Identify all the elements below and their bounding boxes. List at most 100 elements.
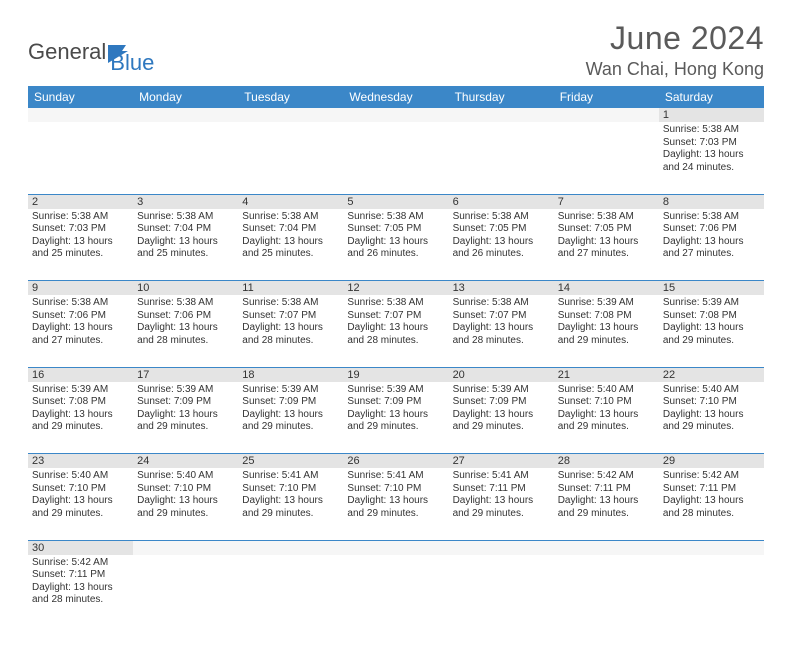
day-number: [659, 540, 764, 555]
day-number: 23: [28, 454, 133, 469]
day-cell: Sunrise: 5:42 AMSunset: 7:11 PMDaylight:…: [28, 555, 133, 627]
header: General Blue June 2024 Wan Chai, Hong Ko…: [28, 20, 764, 80]
day-number: [554, 108, 659, 122]
day-cell: [554, 122, 659, 194]
day-cell: Sunrise: 5:41 AMSunset: 7:10 PMDaylight:…: [238, 468, 343, 540]
day-detail: Sunrise: 5:39 AMSunset: 7:08 PMDaylight:…: [28, 382, 133, 438]
day-detail: Sunrise: 5:38 AMSunset: 7:06 PMDaylight:…: [133, 295, 238, 351]
day-cell: Sunrise: 5:41 AMSunset: 7:11 PMDaylight:…: [449, 468, 554, 540]
day-number: [449, 108, 554, 122]
day-cell: Sunrise: 5:38 AMSunset: 7:03 PMDaylight:…: [659, 122, 764, 194]
daynum-row: 9101112131415: [28, 281, 764, 296]
logo: General Blue: [28, 28, 154, 76]
day-number: [449, 540, 554, 555]
day-header: Wednesday: [343, 86, 448, 108]
day-cell: [343, 122, 448, 194]
day-cell: [554, 555, 659, 627]
day-number: 19: [343, 367, 448, 382]
day-cell: Sunrise: 5:39 AMSunset: 7:08 PMDaylight:…: [659, 295, 764, 367]
day-cell: Sunrise: 5:40 AMSunset: 7:10 PMDaylight:…: [133, 468, 238, 540]
day-number: 4: [238, 194, 343, 209]
day-cell: Sunrise: 5:38 AMSunset: 7:07 PMDaylight:…: [449, 295, 554, 367]
day-header: Saturday: [659, 86, 764, 108]
day-header: Tuesday: [238, 86, 343, 108]
day-number: [343, 108, 448, 122]
day-detail: Sunrise: 5:41 AMSunset: 7:10 PMDaylight:…: [343, 468, 448, 524]
day-number: 10: [133, 281, 238, 296]
day-number: 25: [238, 454, 343, 469]
daynum-row: 23242526272829: [28, 454, 764, 469]
day-detail: Sunrise: 5:39 AMSunset: 7:09 PMDaylight:…: [133, 382, 238, 438]
day-detail: Sunrise: 5:38 AMSunset: 7:06 PMDaylight:…: [659, 209, 764, 265]
day-number: [238, 540, 343, 555]
day-cell: [449, 555, 554, 627]
day-detail: Sunrise: 5:38 AMSunset: 7:04 PMDaylight:…: [133, 209, 238, 265]
day-cell: [238, 122, 343, 194]
day-cell: Sunrise: 5:38 AMSunset: 7:05 PMDaylight:…: [449, 209, 554, 281]
day-number: 27: [449, 454, 554, 469]
day-cell: Sunrise: 5:39 AMSunset: 7:08 PMDaylight:…: [554, 295, 659, 367]
day-cell: [238, 555, 343, 627]
day-detail: Sunrise: 5:39 AMSunset: 7:09 PMDaylight:…: [343, 382, 448, 438]
day-cell: Sunrise: 5:38 AMSunset: 7:06 PMDaylight:…: [659, 209, 764, 281]
location: Wan Chai, Hong Kong: [586, 59, 764, 80]
daynum-row: 30: [28, 540, 764, 555]
day-number: 30: [28, 540, 133, 555]
content-row: Sunrise: 5:42 AMSunset: 7:11 PMDaylight:…: [28, 555, 764, 627]
day-header: Thursday: [449, 86, 554, 108]
day-detail: Sunrise: 5:39 AMSunset: 7:09 PMDaylight:…: [449, 382, 554, 438]
day-number: 12: [343, 281, 448, 296]
day-cell: Sunrise: 5:38 AMSunset: 7:04 PMDaylight:…: [133, 209, 238, 281]
day-detail: Sunrise: 5:38 AMSunset: 7:03 PMDaylight:…: [28, 209, 133, 265]
day-number: 6: [449, 194, 554, 209]
day-detail: Sunrise: 5:38 AMSunset: 7:07 PMDaylight:…: [449, 295, 554, 351]
day-number: 13: [449, 281, 554, 296]
calendar-table: Sunday Monday Tuesday Wednesday Thursday…: [28, 86, 764, 627]
day-number: [133, 540, 238, 555]
title-block: June 2024 Wan Chai, Hong Kong: [586, 20, 764, 80]
day-number: [343, 540, 448, 555]
content-row: Sunrise: 5:38 AMSunset: 7:06 PMDaylight:…: [28, 295, 764, 367]
day-header-row: Sunday Monday Tuesday Wednesday Thursday…: [28, 86, 764, 108]
day-cell: Sunrise: 5:41 AMSunset: 7:10 PMDaylight:…: [343, 468, 448, 540]
day-number: 1: [659, 108, 764, 122]
day-number: 2: [28, 194, 133, 209]
day-cell: Sunrise: 5:38 AMSunset: 7:06 PMDaylight:…: [28, 295, 133, 367]
day-number: 9: [28, 281, 133, 296]
content-row: Sunrise: 5:39 AMSunset: 7:08 PMDaylight:…: [28, 382, 764, 454]
day-cell: Sunrise: 5:40 AMSunset: 7:10 PMDaylight:…: [659, 382, 764, 454]
month-title: June 2024: [586, 20, 764, 57]
day-detail: Sunrise: 5:38 AMSunset: 7:07 PMDaylight:…: [343, 295, 448, 351]
day-number: 8: [659, 194, 764, 209]
day-cell: Sunrise: 5:39 AMSunset: 7:09 PMDaylight:…: [133, 382, 238, 454]
day-cell: Sunrise: 5:38 AMSunset: 7:05 PMDaylight:…: [343, 209, 448, 281]
day-cell: [659, 555, 764, 627]
day-cell: Sunrise: 5:39 AMSunset: 7:09 PMDaylight:…: [238, 382, 343, 454]
day-number: 20: [449, 367, 554, 382]
day-detail: Sunrise: 5:42 AMSunset: 7:11 PMDaylight:…: [28, 555, 133, 611]
daynum-row: 16171819202122: [28, 367, 764, 382]
day-number: 15: [659, 281, 764, 296]
day-number: 5: [343, 194, 448, 209]
day-number: 11: [238, 281, 343, 296]
day-number: 7: [554, 194, 659, 209]
day-detail: Sunrise: 5:42 AMSunset: 7:11 PMDaylight:…: [659, 468, 764, 524]
day-detail: Sunrise: 5:39 AMSunset: 7:09 PMDaylight:…: [238, 382, 343, 438]
day-number: [554, 540, 659, 555]
day-number: [133, 108, 238, 122]
flag-icon: [108, 43, 136, 63]
day-number: 16: [28, 367, 133, 382]
daynum-row: 2345678: [28, 194, 764, 209]
day-cell: Sunrise: 5:39 AMSunset: 7:08 PMDaylight:…: [28, 382, 133, 454]
day-cell: [343, 555, 448, 627]
day-cell: Sunrise: 5:40 AMSunset: 7:10 PMDaylight:…: [28, 468, 133, 540]
day-detail: Sunrise: 5:38 AMSunset: 7:03 PMDaylight:…: [659, 122, 764, 178]
content-row: Sunrise: 5:40 AMSunset: 7:10 PMDaylight:…: [28, 468, 764, 540]
day-detail: Sunrise: 5:40 AMSunset: 7:10 PMDaylight:…: [133, 468, 238, 524]
day-cell: Sunrise: 5:38 AMSunset: 7:05 PMDaylight:…: [554, 209, 659, 281]
day-cell: Sunrise: 5:42 AMSunset: 7:11 PMDaylight:…: [554, 468, 659, 540]
day-number: [28, 108, 133, 122]
day-detail: Sunrise: 5:40 AMSunset: 7:10 PMDaylight:…: [28, 468, 133, 524]
day-number: 17: [133, 367, 238, 382]
day-cell: [449, 122, 554, 194]
